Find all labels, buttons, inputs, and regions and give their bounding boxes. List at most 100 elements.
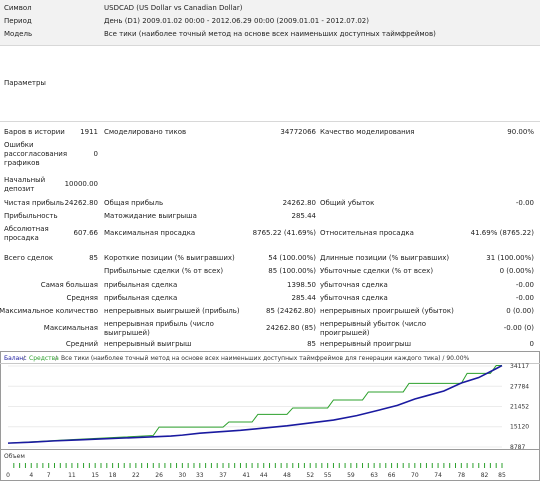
largest-loss-label: убыточная сделка	[320, 281, 388, 289]
y-tick-label: 34117	[510, 363, 529, 370]
total-trades-value: 85	[89, 254, 98, 262]
x-tick-label: 22	[132, 472, 140, 479]
long-positions-label: Длинные позиции (% выигравших)	[320, 254, 450, 262]
chart-grid	[8, 365, 502, 448]
loss-trades-value: 0 (0.00%)	[499, 267, 534, 275]
max-drawdown-label: Максимальная просадка	[104, 229, 196, 237]
x-tick-label: 48	[283, 472, 291, 479]
max-cons-loss-label: непрерывный убыток (число проигрышей)	[320, 320, 427, 337]
y-tick-label: 15120	[510, 424, 529, 431]
quality-label: Качество моделирования	[320, 128, 415, 136]
x-tick-label: 37	[219, 472, 227, 479]
profit-trades-label: Прибыльные сделки (% от всех)	[104, 267, 224, 275]
legend-equity: Средства	[29, 355, 59, 362]
expected-payoff-value: 285.44	[291, 212, 317, 220]
chart-frame	[0, 351, 540, 481]
max-cons-profit-value: 24262.80 (85)	[266, 324, 316, 332]
y-tick-label: 8787	[510, 444, 525, 451]
x-tick-label: 63	[370, 472, 378, 479]
x-tick-label: 33	[196, 472, 204, 479]
x-tick-label: 82	[481, 472, 489, 479]
average-loss-label: убыточная сделка	[320, 294, 388, 302]
x-tick-label: 4	[29, 472, 33, 479]
max-cons-loss-value: -0.00 (0)	[503, 324, 534, 332]
x-tick-label: 78	[457, 472, 465, 479]
long-positions-value: 31 (100.00%)	[486, 254, 534, 262]
bars-label: Баров в истории	[4, 128, 65, 136]
x-tick-label: 18	[109, 472, 117, 479]
x-tick-label: 26	[155, 472, 163, 479]
model-label: Модель	[4, 30, 33, 38]
rel-drawdown-label: Относительная просадка	[320, 229, 414, 237]
max-cons-wins-value: 85 (24262.80)	[266, 307, 316, 315]
max-cons-wins-label: непрерывных выигрышей (прибыль)	[104, 307, 240, 315]
errors-label: Ошибки рассогласования графиков	[4, 141, 68, 167]
symbol-label: Символ	[4, 4, 32, 12]
x-tick-label: 41	[242, 472, 250, 479]
avg-cons-losses-label: непрерывный проигрыш	[320, 340, 412, 348]
average-loss-value: -0.00	[515, 294, 534, 302]
short-positions-label: Короткие позиции (% выигравших)	[104, 254, 235, 262]
legend-balance: Баланс	[4, 355, 27, 362]
ticks-label: Смоделировано тиков	[104, 128, 187, 136]
y-tick-label: 21452	[510, 404, 529, 411]
balance-line	[7, 364, 503, 444]
deposit-value: 10000.00	[64, 180, 98, 188]
volume-label: Объем	[4, 453, 25, 460]
model-value: Все тики (наиболее точный метод на основ…	[104, 30, 436, 38]
equity-line	[7, 365, 502, 444]
x-tick-label: 66	[388, 472, 396, 479]
x-tick-label: 59	[347, 472, 355, 479]
avg-cons-losses-value: 0	[529, 340, 534, 348]
loss-trades-label: Убыточные сделки (% от всех)	[320, 267, 434, 275]
average-label: Средняя	[66, 294, 98, 302]
legend-separator: /	[23, 355, 26, 362]
legend-separator: /	[55, 355, 58, 362]
params-label: Параметры	[4, 79, 46, 87]
bars-value: 1911	[80, 128, 98, 136]
y-tick-label: 27784	[510, 383, 529, 390]
balance-equity-chart: Баланс / Средства / Все тики (наиболее т…	[0, 351, 540, 481]
max-drawdown-value: 8765.22 (41.69%)	[252, 229, 316, 237]
ticks-value: 34772066	[280, 128, 316, 136]
avg-label: Средний	[65, 340, 98, 348]
gross-profit-label: Общая прибыль	[104, 199, 164, 207]
period-label: Период	[4, 17, 32, 25]
max-count-label: Максимальное количество	[0, 307, 98, 315]
avg-cons-wins-value: 85	[307, 340, 316, 348]
maximal-label: Максимальная	[43, 324, 98, 332]
gross-profit-value: 24262.80	[282, 199, 316, 207]
net-profit-value: 24262.80	[64, 199, 98, 207]
x-tick-label: 70	[411, 472, 419, 479]
divider	[0, 45, 540, 46]
x-tick-label: 85	[498, 472, 506, 479]
x-tick-label: 74	[434, 472, 442, 479]
largest-profit-label: прибыльная сделка	[104, 281, 178, 289]
x-tick-label: 44	[260, 472, 268, 479]
report-header-band	[0, 0, 540, 45]
average-profit-value: 285.44	[291, 294, 317, 302]
errors-value: 0	[93, 150, 98, 158]
profit-trades-value: 85 (100.00%)	[268, 267, 316, 275]
x-tick-label: 15	[91, 472, 99, 479]
x-axis-ticks: 0 4 7 11 15 18 22 26 30 33 37 41 44 48 52 55 59 63 66 70 74 7…	[6, 472, 506, 479]
largest-label: Самая большая	[40, 281, 98, 289]
x-tick-label: 0	[6, 472, 10, 479]
abs-drawdown-value: 607.66	[73, 229, 99, 237]
abs-drawdown-label: Абсолютная просадка	[4, 225, 49, 242]
symbol-value: USDCAD (US Dollar vs Canadian Dollar)	[104, 4, 243, 12]
x-tick-label: 52	[306, 472, 314, 479]
chart-lines	[7, 364, 503, 444]
largest-profit-value: 1398.50	[287, 281, 316, 289]
max-cons-losses-label: непрерывных проигрышей (убыток)	[320, 307, 454, 315]
expected-payoff-label: Матожидание выигрыша	[104, 212, 197, 220]
max-cons-profit-label: непрерывная прибыль (число выигрышей)	[104, 320, 214, 337]
x-tick-label: 11	[68, 472, 76, 479]
deposit-label: Начальный депозит	[4, 176, 46, 193]
quality-value: 90.00%	[507, 128, 534, 136]
x-tick-label: 30	[179, 472, 187, 479]
x-tick-label: 7	[47, 472, 51, 479]
x-tick-label: 55	[324, 472, 332, 479]
short-positions-value: 54 (100.00%)	[268, 254, 316, 262]
net-profit-label: Чистая прибыль	[4, 199, 65, 207]
